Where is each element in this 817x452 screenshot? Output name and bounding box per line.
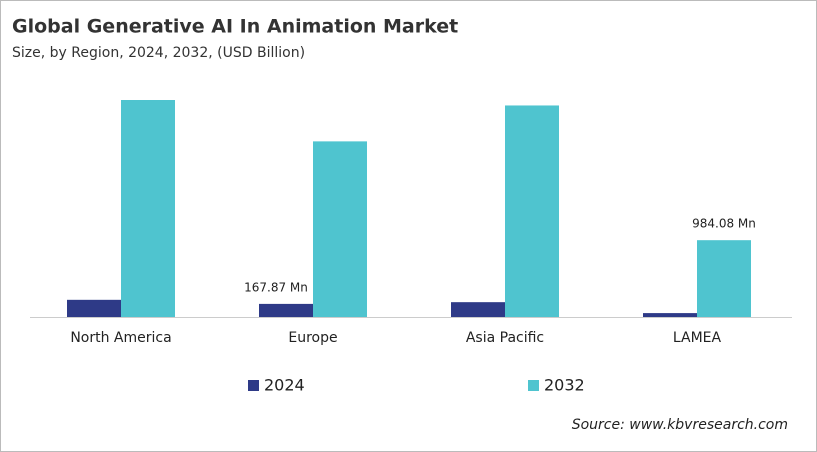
legend-swatch — [248, 380, 259, 391]
value-label: 167.87 Mn — [244, 280, 308, 294]
bar — [313, 141, 367, 317]
bar — [259, 303, 313, 317]
legend-swatch — [528, 380, 539, 391]
legend-label: 2032 — [544, 376, 585, 395]
bar — [643, 313, 697, 317]
x-tick-label: Asia Pacific — [466, 330, 544, 346]
bar — [697, 240, 751, 317]
chart-title: Global Generative AI In Animation Market — [12, 16, 458, 38]
source: Source: www.kbvresearch.com — [572, 417, 788, 433]
value-label: 984.08 Mn — [692, 217, 756, 231]
bar — [121, 100, 175, 317]
bar — [505, 105, 559, 318]
chart-subtitle: Size, by Region, 2024, 2032, (USD Billio… — [12, 45, 305, 61]
x-tick-label: North America — [70, 330, 171, 346]
bar — [451, 302, 505, 317]
legend-label: 2024 — [264, 376, 305, 395]
x-tick-label: Europe — [288, 330, 337, 346]
bar — [67, 299, 121, 317]
x-tick-label: LAMEA — [673, 330, 722, 346]
